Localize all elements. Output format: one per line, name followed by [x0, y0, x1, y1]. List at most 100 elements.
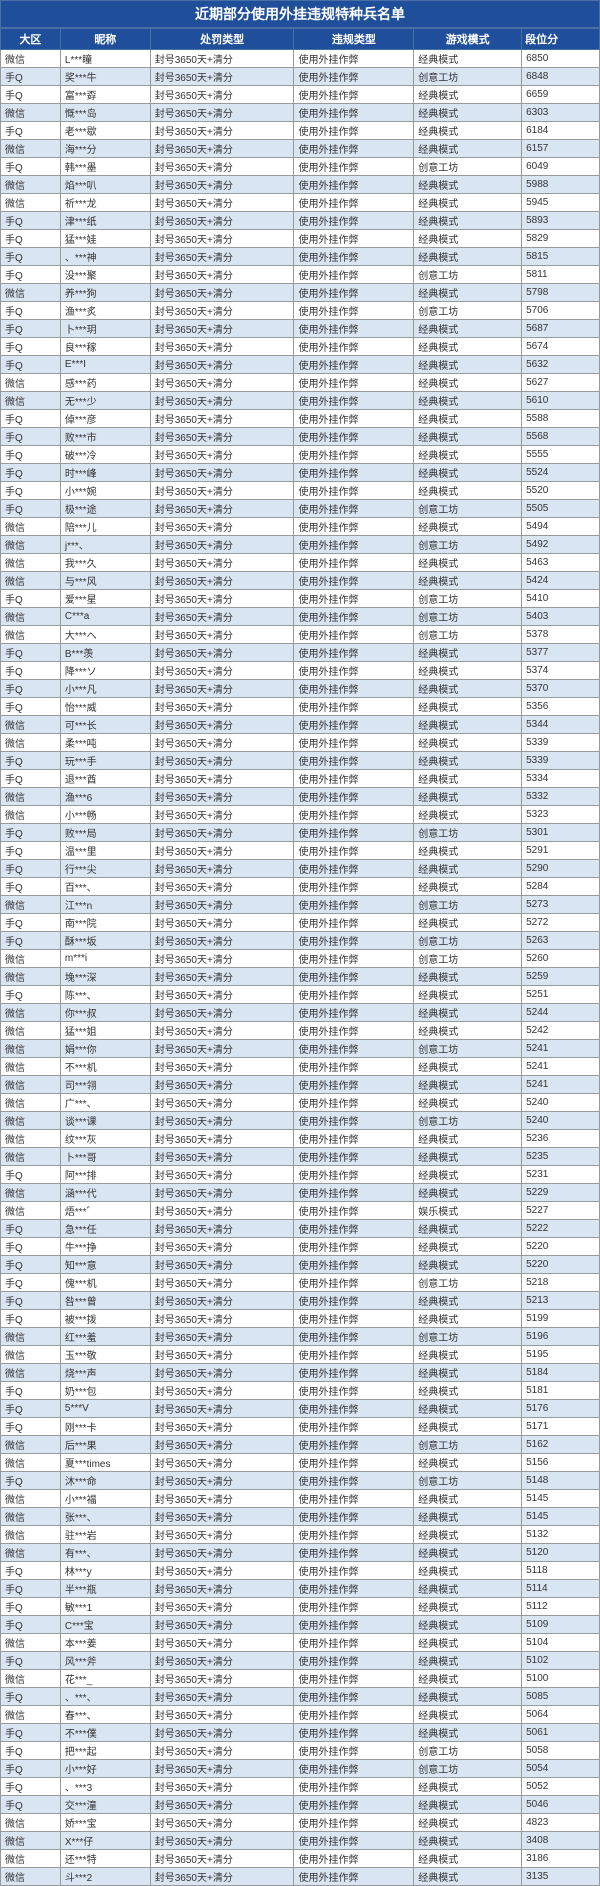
cell: 封号3650天+清分: [150, 410, 294, 428]
cell: 玉***敬: [60, 1346, 150, 1364]
table-row: 手Q把***起封号3650天+清分使用外挂作弊创意工坊5058: [1, 1742, 600, 1760]
table-row: 手Q风***斧封号3650天+清分使用外挂作弊经典模式5102: [1, 1652, 600, 1670]
cell: 5109: [522, 1616, 600, 1634]
cell: 5520: [522, 482, 600, 500]
cell: 封号3650天+清分: [150, 1094, 294, 1112]
cell: 使用外挂作弊: [294, 230, 414, 248]
cell: 微信: [1, 518, 61, 536]
cell: 创意工坊: [414, 1112, 522, 1130]
cell: 手Q: [1, 1400, 61, 1418]
cell: 封号3650天+清分: [150, 1274, 294, 1292]
cell: 封号3650天+清分: [150, 932, 294, 950]
cell: 急***任: [60, 1220, 150, 1238]
cell: 5378: [522, 626, 600, 644]
cell: 使用外挂作弊: [294, 842, 414, 860]
cell: 经典模式: [414, 446, 522, 464]
cell: 南***院: [60, 914, 150, 932]
cell: 创意工坊: [414, 824, 522, 842]
cell: 封号3650天+清分: [150, 896, 294, 914]
cell: 使用外挂作弊: [294, 1472, 414, 1490]
cell: j***、: [60, 536, 150, 554]
cell: 经典模式: [414, 1670, 522, 1688]
cell: 驻***岩: [60, 1526, 150, 1544]
cell: 封号3650天+清分: [150, 878, 294, 896]
cell: 封号3650天+清分: [150, 122, 294, 140]
cell: 经典模式: [414, 1292, 522, 1310]
cell: 经典模式: [414, 50, 522, 68]
table-row: 手Q玩***手封号3650天+清分使用外挂作弊经典模式5339: [1, 752, 600, 770]
cell: 微信: [1, 1058, 61, 1076]
cell: 手Q: [1, 1472, 61, 1490]
cell: 5610: [522, 392, 600, 410]
table-row: 手Q、***、封号3650天+清分使用外挂作弊经典模式5085: [1, 1688, 600, 1706]
cell: 封号3650天+清分: [150, 1544, 294, 1562]
cell: 封号3650天+清分: [150, 662, 294, 680]
cell: 奖***牛: [60, 68, 150, 86]
cell: 5218: [522, 1274, 600, 1292]
cell: 使用外挂作弊: [294, 284, 414, 302]
cell: 微信: [1, 1148, 61, 1166]
cell: 使用外挂作弊: [294, 248, 414, 266]
table-row: 微信纹***灰封号3650天+清分使用外挂作弊经典模式5236: [1, 1130, 600, 1148]
cell: 封号3650天+清分: [150, 1706, 294, 1724]
cell: 经典模式: [414, 770, 522, 788]
cell: 微信: [1, 1094, 61, 1112]
table-row: 手Q退***酋封号3650天+清分使用外挂作弊经典模式5334: [1, 770, 600, 788]
cell: 创意工坊: [414, 68, 522, 86]
cell: 经典模式: [414, 1652, 522, 1670]
table-row: 手Q卜***玥封号3650天+清分使用外挂作弊经典模式5687: [1, 320, 600, 338]
table-row: 微信无***少封号3650天+清分使用外挂作弊经典模式5610: [1, 392, 600, 410]
cell: 5118: [522, 1562, 600, 1580]
table-row: 手Q奖***牛封号3650天+清分使用外挂作弊创意工坊6848: [1, 68, 600, 86]
cell: 3135: [522, 1868, 600, 1886]
cell: 5259: [522, 968, 600, 986]
cell: 5145: [522, 1490, 600, 1508]
cell: 经典模式: [414, 464, 522, 482]
table-row: 微信祈***龙封号3650天+清分使用外挂作弊经典模式5945: [1, 194, 600, 212]
cell: 封号3650天+清分: [150, 644, 294, 662]
table-row: 微信涵***代封号3650天+清分使用外挂作弊经典模式5229: [1, 1184, 600, 1202]
cell: 手Q: [1, 1760, 61, 1778]
cell: 倬***彦: [60, 410, 150, 428]
cell: 封号3650天+清分: [150, 536, 294, 554]
cell: 6659: [522, 86, 600, 104]
cell: 封号3650天+清分: [150, 752, 294, 770]
cell: 5240: [522, 1094, 600, 1112]
cell: 封号3650天+清分: [150, 1040, 294, 1058]
cell: 经典模式: [414, 104, 522, 122]
cell: 创意工坊: [414, 500, 522, 518]
cell: 封号3650天+清分: [150, 1292, 294, 1310]
cell: 海***分: [60, 140, 150, 158]
cell: 经典模式: [414, 194, 522, 212]
cell: 手Q: [1, 1382, 61, 1400]
cell: 经典模式: [414, 1346, 522, 1364]
cell: 创意工坊: [414, 1760, 522, 1778]
cell: 经典模式: [414, 1850, 522, 1868]
cell: 微信: [1, 626, 61, 644]
cell: 微信: [1, 1526, 61, 1544]
cell: 6303: [522, 104, 600, 122]
table-row: 微信焰***叭封号3650天+清分使用外挂作弊经典模式5988: [1, 176, 600, 194]
cell: 卜***玥: [60, 320, 150, 338]
cell: 使用外挂作弊: [294, 572, 414, 590]
cell: 手Q: [1, 446, 61, 464]
cell: B***羡: [60, 644, 150, 662]
cell: 手Q: [1, 1274, 61, 1292]
cell: 不***僕: [60, 1724, 150, 1742]
table-row: 手Q刚***卡封号3650天+清分使用外挂作弊经典模式5171: [1, 1418, 600, 1436]
cell: 封号3650天+清分: [150, 1724, 294, 1742]
cell: 封号3650天+清分: [150, 1166, 294, 1184]
cell: 微信: [1, 194, 61, 212]
cell: 经典模式: [414, 1310, 522, 1328]
cell: 创意工坊: [414, 932, 522, 950]
cell: 使用外挂作弊: [294, 932, 414, 950]
cell: 5374: [522, 662, 600, 680]
cell: 5555: [522, 446, 600, 464]
table-row: 手QC***宝封号3650天+清分使用外挂作弊经典模式5109: [1, 1616, 600, 1634]
cell: 5505: [522, 500, 600, 518]
cell: 创意工坊: [414, 158, 522, 176]
table-row: 微信养***狗封号3650天+清分使用外挂作弊经典模式5798: [1, 284, 600, 302]
cell: 手Q: [1, 1418, 61, 1436]
cell: 手Q: [1, 1166, 61, 1184]
cell: 封号3650天+清分: [150, 176, 294, 194]
